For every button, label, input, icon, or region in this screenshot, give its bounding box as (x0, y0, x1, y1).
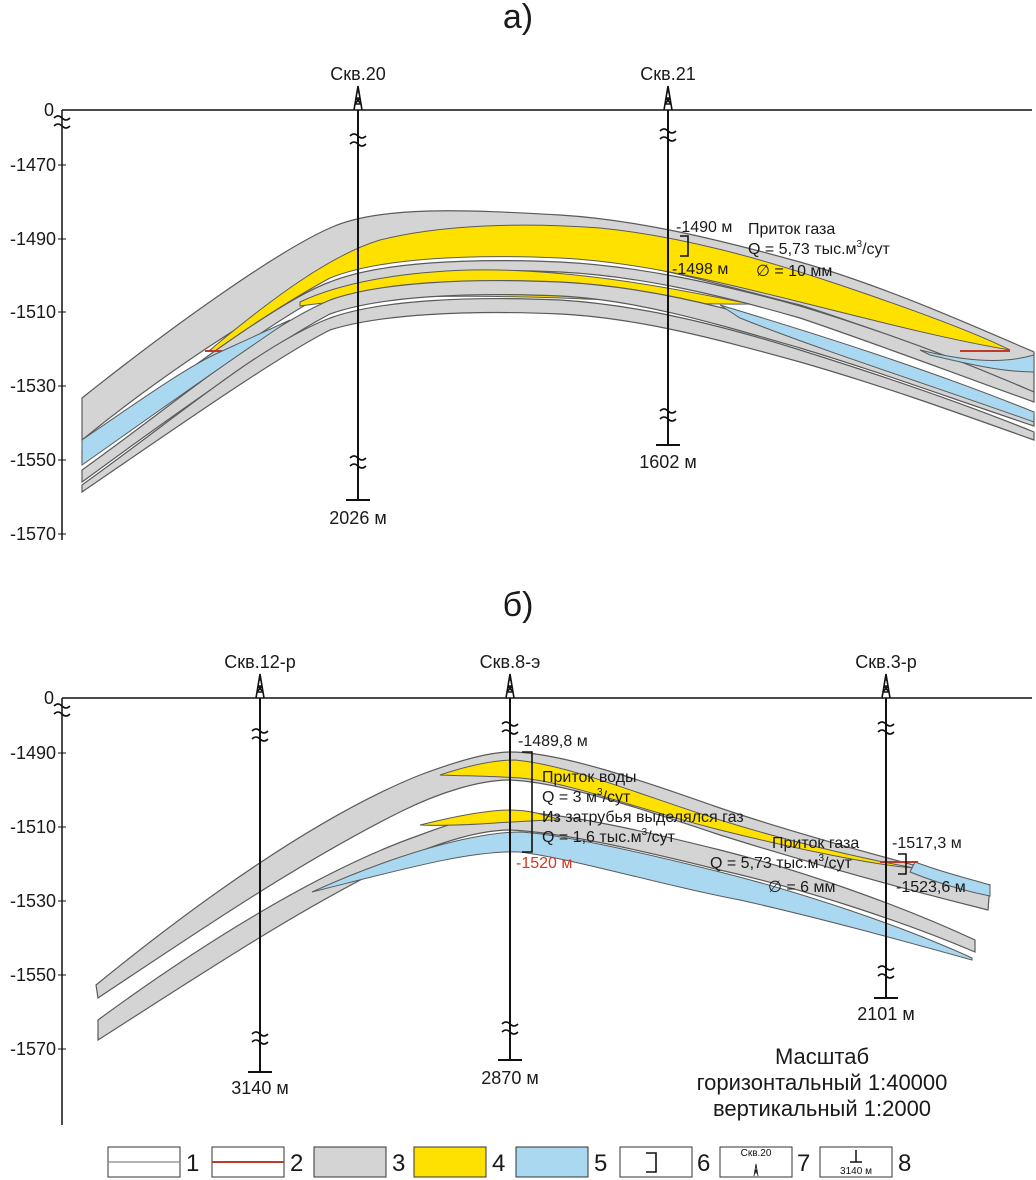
legend-depth-sample: 3140 м (840, 1166, 872, 1177)
gas-layer (419, 809, 561, 826)
tick-label: -1570 (10, 1039, 56, 1059)
panel-a-strata (81, 210, 1035, 494)
interval-top: -1490 м (676, 219, 732, 236)
legend-number: 6 (697, 1150, 710, 1177)
panel-b: б) 0 -1490 -1510 -1530 -1550 -1570 (10, 586, 1032, 1125)
tick-label: -1490 (10, 743, 56, 763)
tick-label: -1550 (10, 965, 56, 985)
panel-b-test-3r: Приток газа Q = 5,73 тыс.м3/сут ∅ = 6 мм… (710, 835, 966, 896)
tick-label: -1510 (10, 817, 56, 837)
scale-horizontal: горизонтальный 1:40000 (697, 1070, 948, 1095)
water-layer (919, 349, 1035, 373)
clay-layer (81, 297, 1035, 494)
well-skv8e: Скв.8-э 2870 м (480, 652, 541, 1088)
interval-bottom: -1520 м (516, 855, 572, 872)
perforation-interval-icon (646, 1152, 657, 1173)
legend-swatch-clay (313, 1146, 387, 1178)
flow-rate: Q = 5,73 тыс.м3/сут (748, 239, 891, 258)
choke-diameter: ∅ = 6 мм (768, 879, 836, 896)
interval-bottom: -1498 м (672, 261, 728, 278)
annulus-gas-note: Из затрубья выделялся газ (542, 809, 744, 826)
tick-label: -1490 (10, 229, 56, 249)
interval-top: -1517,3 м (892, 835, 962, 852)
tick-label: -1570 (10, 524, 56, 544)
perforation-interval-icon (898, 853, 907, 875)
interval-bottom: -1523,6 м (896, 879, 966, 896)
scale-title: Масштаб (775, 1044, 869, 1069)
interval-top: -1489,8 м (518, 733, 588, 750)
gas-rate: Q = 1,6 тыс.м3/сут (542, 827, 676, 846)
legend-number: 4 (492, 1150, 505, 1177)
legend-number: 2 (290, 1150, 303, 1177)
legend-number: 8 (898, 1150, 911, 1177)
water-rate: Q = 3 м3/сут (542, 787, 631, 806)
well-name: Скв.3-р (855, 652, 916, 672)
flow-type: Приток газа (748, 221, 835, 238)
legend-swatch-well (719, 1146, 793, 1178)
well-name: Скв.20 (330, 64, 385, 84)
well-bottom-depth: 2870 м (481, 1068, 538, 1088)
tick-label: -1550 (10, 450, 56, 470)
clay-layer (95, 751, 991, 1000)
legend: 1 2 3 4 5 6 Скв.20 7 3140 м 8 (107, 1146, 911, 1178)
panel-b-test-8e: -1489,8 м Приток воды Q = 3 м3/сут Из за… (516, 733, 744, 872)
legend-number: 1 (186, 1150, 199, 1177)
drilling-rig-icon (505, 673, 515, 699)
perforation-interval-icon (522, 751, 533, 853)
water-layer (81, 319, 291, 466)
well-bottom-icon (850, 1150, 862, 1163)
panel-a-test-annotation: -1490 м -1498 м Приток газа Q = 5,73 тыс… (672, 219, 891, 280)
well-bottom-depth: 3140 м (231, 1078, 288, 1098)
drilling-rig-icon (255, 673, 265, 699)
legend-swatch-water (515, 1146, 589, 1178)
legend-number: 7 (797, 1150, 810, 1177)
well-name: Скв.21 (640, 64, 695, 84)
flow-rate: Q = 5,73 тыс.м3/сут (710, 853, 853, 872)
panel-b-title: б) (503, 586, 534, 624)
water-layer (311, 831, 973, 961)
well-skv20: Скв.20 2026 м (329, 64, 386, 528)
tick-label: 0 (44, 100, 54, 120)
drilling-rig-icon (663, 85, 673, 111)
well-name: Скв.8-э (480, 652, 541, 672)
well-bottom-depth: 2101 м (857, 1004, 914, 1024)
well-skv21: Скв.21 1602 м (639, 64, 696, 472)
tick-label: -1530 (10, 376, 56, 396)
panel-b-depth-axis: 0 -1490 -1510 -1530 -1550 -1570 (10, 688, 1032, 1125)
panel-a-title: а) (503, 0, 533, 36)
well-bottom-depth: 1602 м (639, 452, 696, 472)
choke-diameter: ∅ = 10 мм (756, 263, 832, 280)
drilling-rig-icon (353, 85, 363, 111)
tick-label: 0 (44, 688, 54, 708)
scale-note: Масштаб горизонтальный 1:40000 вертикаль… (697, 1044, 948, 1121)
legend-swatch-gas (413, 1146, 487, 1178)
panel-b-strata (95, 751, 991, 1042)
panel-a-depth-axis: 0 -1470 -1490 -1510 -1530 -1550 -1570 (10, 100, 1032, 544)
drilling-rig-icon (881, 673, 891, 699)
tick-label: -1530 (10, 891, 56, 911)
legend-number: 3 (392, 1150, 405, 1177)
tick-label: -1510 (10, 302, 56, 322)
water-layer (719, 304, 1035, 423)
perforation-interval-icon (680, 235, 689, 257)
panel-a: а) 0 -1470 -1490 -1510 -1530 -1550 -1570 (10, 0, 1035, 544)
well-skv12r: Скв.12-р 3140 м (224, 652, 295, 1098)
scale-vertical: вертикальный 1:2000 (713, 1096, 931, 1121)
legend-well-sample: Скв.20 (741, 1148, 772, 1159)
well-name: Скв.12-р (224, 652, 295, 672)
well-bottom-depth: 2026 м (329, 508, 386, 528)
well-skv3r: Скв.3-р 2101 м (855, 652, 916, 1024)
water-inflow: Приток воды (542, 769, 637, 786)
legend-number: 5 (594, 1150, 607, 1177)
tick-label: -1470 (10, 155, 56, 175)
flow-type: Приток газа (772, 835, 859, 852)
water-layer (909, 861, 991, 897)
